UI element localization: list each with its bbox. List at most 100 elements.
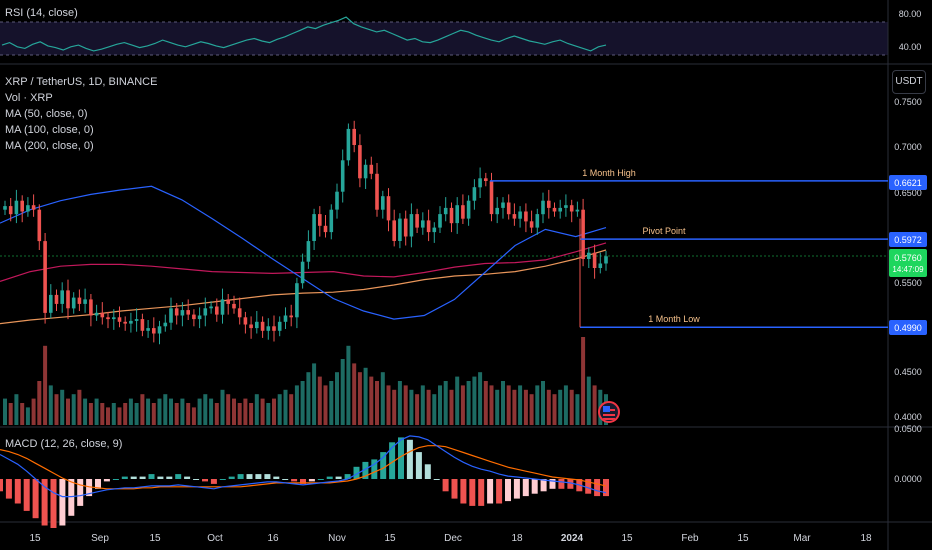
x-tick-label: 15 [384,533,396,544]
candle [260,316,265,338]
macd-hist-bar [433,479,440,480]
candle [232,295,236,314]
candle [392,209,396,247]
candle-body [323,225,328,233]
candle [443,197,448,222]
volume-bar [43,345,48,425]
level-label-low: 0.4990 [894,323,922,333]
candle [518,206,522,228]
candle [306,230,311,269]
macd-hist-bar [121,476,128,479]
candle-body [94,312,99,316]
macd-hist-bar [567,479,574,489]
volume-bar [546,389,551,425]
candle-body [283,315,288,322]
candle-body [461,205,465,219]
volume-bars [3,337,608,425]
candle-body [386,196,391,221]
macd-histogram [0,437,609,528]
macd-hist-bar [389,442,396,480]
x-tick-label: Dec [444,533,462,544]
candle-body [518,211,522,219]
candle [558,199,562,219]
level-name: Pivot Point [642,226,686,236]
us-flag-icon[interactable] [598,401,620,423]
candle-body [77,297,82,304]
price-tick-0.45: 0.4500 [894,367,922,377]
volume-bar [294,385,299,425]
candle-body [604,256,608,264]
candle [592,244,597,279]
candle-body [43,241,47,313]
x-tick-label: 18 [860,533,872,544]
volume-bar [83,398,88,425]
volume-bar [66,398,70,425]
candle-body [363,164,368,179]
rsi-legend[interactable]: RSI (14, close) [5,5,78,21]
volume-bar [157,398,162,425]
candle [478,167,482,198]
macd-hist-bar [112,479,119,480]
candle-body [123,321,127,324]
candle [129,312,133,333]
currency-button[interactable]: USDT [892,70,926,94]
candle [140,313,145,337]
volume-bar [174,403,179,425]
candle [243,311,248,334]
candle [312,208,316,250]
macd-hist-bar [95,479,101,489]
volume-bar [106,407,110,425]
candle [484,172,488,187]
candle [329,204,334,240]
macd-hist-bar [522,479,529,497]
macd-legend[interactable]: MACD (12, 26, close, 9) [5,436,122,452]
candle-body [312,214,316,241]
candle [352,120,356,153]
time-axis[interactable]: 15 Sep 15 Oct 16 Nov 15 Dec 18 2024 15 Feb 15 Mar 18 [29,533,872,544]
candle [409,203,414,248]
candle [495,197,499,224]
candle-body [541,200,545,215]
macd-hist-bar [166,476,173,479]
candle [438,206,442,233]
macd-hist-bar [442,479,449,492]
candle-body [472,187,477,201]
macd-hist-bar [487,479,494,504]
candle-body [277,321,282,331]
candle-body [152,328,156,334]
candle-body [295,283,299,318]
macd-hist-bar [300,479,306,484]
candle-body [478,178,482,188]
volume-bar [369,376,374,425]
macd-hist-bar [139,476,146,479]
price-pane[interactable]: 1 Month High Pivot Point 1 Month Low 0.750… [0,97,927,425]
price-tick-0.40: 0.4000 [894,412,922,422]
candle-body [289,315,293,318]
volume-bar [60,389,65,425]
macd-hist-bar [103,479,110,482]
main-legend[interactable]: XRP / TetherUS, 1D, BINANCE Vol · XRP MA… [5,74,157,154]
candle [169,297,173,330]
rsi-tick-40: 40.00 [899,42,922,52]
ma100-legend-label: MA (100, close, 0) [5,124,94,136]
candle-body [226,299,230,304]
candle-body [392,220,396,241]
candle [203,297,208,327]
volume-bar [563,385,568,425]
macd-hist-bar [228,476,235,479]
level-label-high-bg [889,175,927,190]
macd-hist-bar [264,474,271,479]
volume-bar [512,389,517,425]
candle-body [20,200,24,212]
candle [8,198,13,222]
candle-body [60,290,64,304]
level-label-pivot-bg [889,232,927,247]
macd-hist-bar [246,474,253,479]
macd-hist-bar [353,466,360,480]
candle [14,189,19,224]
candle [335,183,339,219]
candle [100,302,105,325]
candle-body [501,202,505,208]
volume-bar [397,381,402,425]
